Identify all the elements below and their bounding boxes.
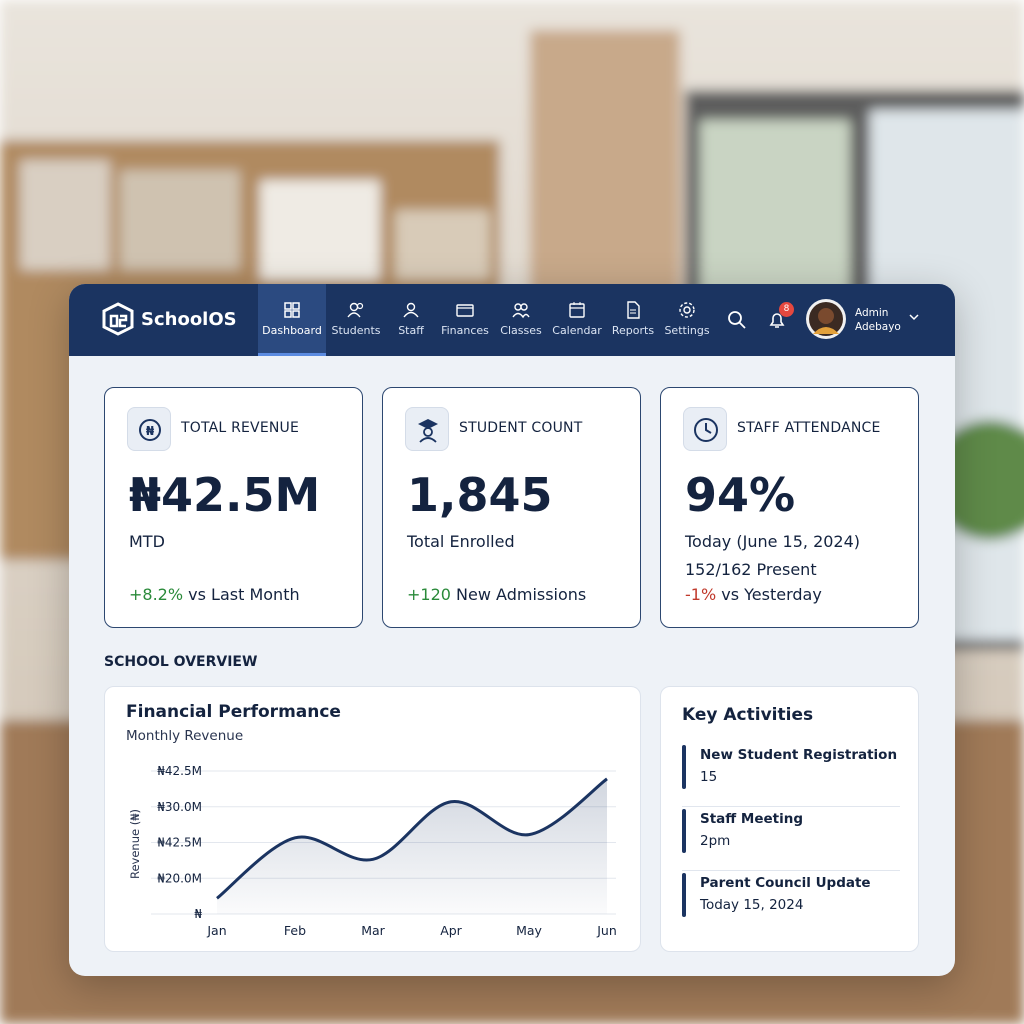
x-tick-label: Mar: [361, 923, 385, 938]
kpi-card: STUDENT COUNT 1,845 Total Enrolled +120 …: [382, 387, 641, 628]
notification-badge: 8: [779, 302, 794, 317]
kpi-value: ₦42.5M: [129, 468, 321, 522]
kpi-change-row: +120 New Admissions: [407, 585, 586, 604]
search-icon[interactable]: [727, 310, 747, 330]
chart: Financial Performance Monthly Revenue Re…: [126, 702, 617, 938]
kpi-icon: [683, 407, 727, 451]
y-tick-label: ₦30.0M: [157, 800, 202, 814]
nav-icon: [679, 302, 695, 318]
navbar: SchoolOS Dashboard Students Staff Finances C…: [69, 284, 955, 356]
y-axis-label: Revenue (₦): [128, 809, 142, 879]
svg-text:₦: ₦: [146, 424, 155, 438]
kpi-change-text: New Admissions: [456, 585, 587, 604]
nav-label: Settings: [664, 324, 710, 337]
activity: Parent Council Update Today 15, 2024: [682, 871, 900, 935]
section-title: SCHOOL OVERVIEW: [104, 654, 258, 670]
nav-item[interactable]: Reports: [599, 284, 667, 356]
nav-icon: [347, 302, 364, 318]
activity: New Student Registration 15: [682, 743, 900, 807]
dashboard: SchoolOS Dashboard Students Staff Finances C…: [69, 284, 955, 976]
nav-icon: [569, 302, 585, 318]
kpi-title: STAFF ATTENDANCE: [737, 420, 881, 436]
activity-title: Staff Meeting: [700, 811, 804, 827]
nav-label: Dashboard: [262, 324, 322, 337]
nav-icon: [512, 303, 530, 319]
kpi-change: +120: [407, 585, 451, 604]
kpi-sub: Total Enrolled: [407, 532, 515, 551]
kpi-card: ₦ TOTAL REVENUE ₦42.5M MTD +8.2% vs Last…: [104, 387, 363, 628]
activity-detail: 15: [700, 769, 718, 785]
x-tick-label: Jan: [206, 923, 226, 938]
x-tick-label: May: [516, 923, 542, 938]
chart-title: Financial Performance: [126, 702, 341, 722]
kpi-icon: [405, 407, 449, 451]
nav-label: Reports: [611, 324, 655, 337]
nav-label: Calendar: [552, 324, 602, 337]
kpi-icon: ₦: [127, 407, 171, 451]
nav-label: Staff: [398, 324, 424, 337]
kpi-change: +8.2%: [129, 585, 184, 604]
kpi-sub: Today (June 15, 2024): [685, 532, 861, 551]
y-tick-label: ₦20.0M: [157, 871, 202, 885]
user-first: Admin: [855, 307, 889, 319]
nav-icon: [284, 302, 300, 318]
y-tick-label: ₦42.5M: [157, 836, 202, 850]
y-tick-label: ₦: [194, 907, 202, 921]
nav-icon: [403, 302, 419, 318]
kpi-value: 94%: [685, 468, 796, 522]
kpi-sub: MTD: [129, 532, 165, 551]
kpi-change-text: vs Yesterday: [721, 585, 822, 604]
nav-label: Students: [331, 324, 381, 337]
nav-label: Finances: [441, 324, 489, 337]
kpi-change-row: +8.2% vs Last Month: [129, 585, 300, 604]
activity-title: Parent Council Update: [700, 875, 871, 891]
chevron[interactable]: [909, 314, 919, 322]
activity: Staff Meeting 2pm: [682, 807, 900, 871]
kpi-change: -1%: [685, 585, 717, 604]
chart-subtitle: Monthly Revenue: [126, 728, 243, 744]
nav-item[interactable]: Calendar: [543, 284, 611, 356]
nav-item[interactable]: Staff: [377, 284, 445, 356]
x-tick-label: Apr: [440, 923, 462, 938]
kpi-change-text: vs Last Month: [188, 585, 300, 604]
nav-label: Classes: [500, 324, 542, 337]
activity-marker: [682, 873, 686, 917]
avatar[interactable]: [805, 298, 847, 340]
x-tick-label: Feb: [284, 923, 306, 938]
kpi-extra: 152/162 Present: [685, 560, 817, 579]
user-last: Adebayo: [855, 321, 901, 333]
logo: [102, 302, 134, 336]
kpi-title: STUDENT COUNT: [459, 420, 583, 436]
bell-icon[interactable]: [767, 310, 787, 330]
nav-icon: [627, 301, 640, 319]
kpi-card: STAFF ATTENDANCE 94% Today (June 15, 202…: [660, 387, 919, 628]
nav-icon: [456, 304, 474, 317]
nav-item[interactable]: Finances: [431, 284, 499, 356]
x-tick-label: Jun: [596, 923, 617, 938]
y-tick-label: ₦42.5M: [157, 764, 202, 778]
activity-marker: [682, 809, 686, 853]
chart-card: Financial Performance Monthly Revenue Re…: [104, 686, 641, 952]
activities-card: Key Activities New Student Registration 1…: [660, 686, 919, 952]
nav-item[interactable]: Classes: [487, 284, 555, 356]
user-name[interactable]: Admin Adebayo: [855, 306, 901, 334]
kpi-change-row: -1% vs Yesterday: [685, 585, 822, 604]
activity-marker: [682, 745, 686, 789]
nav-item[interactable]: Dashboard: [258, 284, 326, 356]
nav-item[interactable]: Settings: [653, 284, 721, 356]
nav-item[interactable]: Students: [322, 284, 390, 356]
line: [216, 777, 608, 900]
activities-title: Key Activities: [682, 705, 814, 725]
line-area: [217, 778, 607, 914]
kpi-value: 1,845: [407, 468, 553, 522]
kpi-title: TOTAL REVENUE: [181, 420, 300, 436]
activity-title: New Student Registration: [700, 747, 898, 763]
activity-detail: Today 15, 2024: [700, 897, 804, 913]
activity-detail: 2pm: [700, 833, 731, 849]
brand: SchoolOS: [141, 309, 237, 330]
